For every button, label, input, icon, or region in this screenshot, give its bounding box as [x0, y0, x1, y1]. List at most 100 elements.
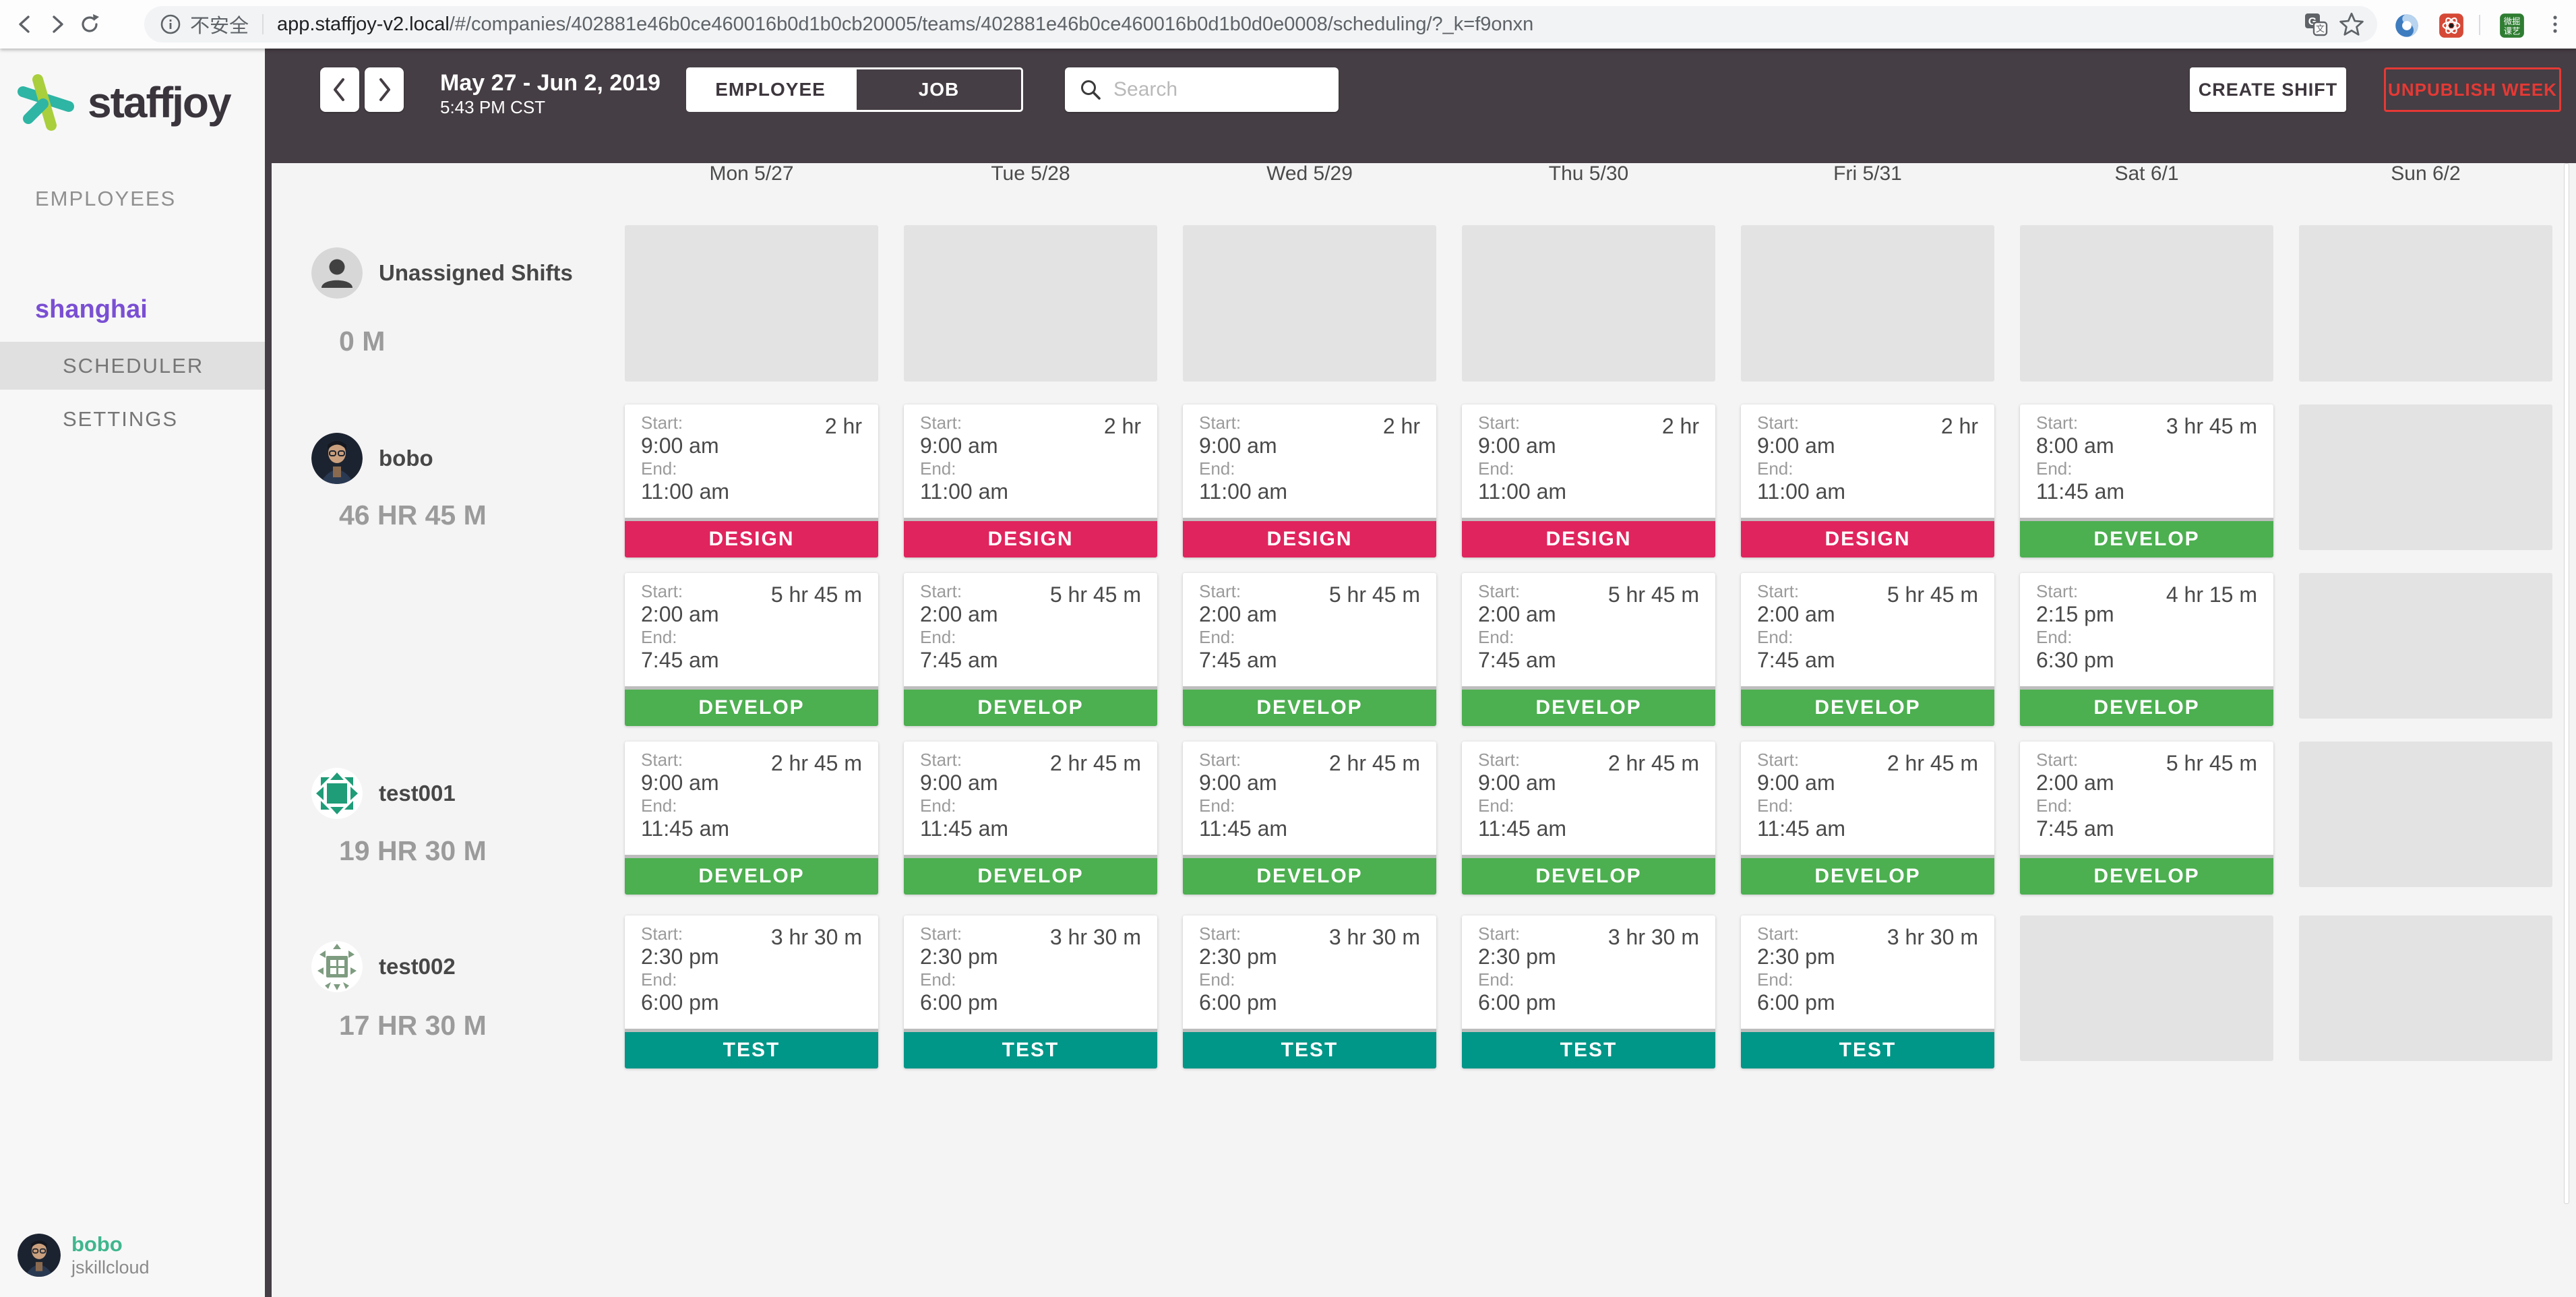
- shift-card[interactable]: 5 hr 45 m Start: 2:00 am End: 7:45 am DEVELOP: [904, 573, 1157, 726]
- shift-end-label: End:: [920, 458, 956, 479]
- url-text: app.staffjoy-v2.local/#/companies/402881…: [277, 13, 1533, 36]
- user-name: bobo: [71, 1232, 123, 1256]
- sidebar-item-scheduler[interactable]: SCHEDULER: [0, 342, 265, 390]
- extension-red-atom-icon[interactable]: [2439, 13, 2464, 38]
- shift-start-time: 9:00 am: [1478, 433, 1556, 458]
- shift-start-time: 2:30 pm: [1757, 944, 1835, 969]
- svg-text:微掘: 微掘: [2504, 16, 2521, 26]
- chevron-right-icon: [379, 78, 390, 101]
- shift-start-label: Start:: [1478, 750, 1521, 770]
- shift-card[interactable]: 2 hr Start: 9:00 am End: 11:00 am DESIGN: [1741, 404, 1994, 557]
- shift-details: 3 hr 45 m Start: 8:00 am End: 11:45 am: [2020, 404, 2273, 518]
- chevron-left-icon: [334, 78, 344, 101]
- shift-card[interactable]: 4 hr 15 m Start: 2:15 pm End: 6:30 pm DEVELOP: [2020, 573, 2273, 726]
- shift-start-label: Start:: [1757, 750, 1800, 770]
- translate-icon[interactable]: G文: [2303, 11, 2329, 37]
- shift-start-time: 2:30 pm: [920, 944, 998, 969]
- member-name: bobo: [379, 446, 433, 471]
- empty-shift-slot: [1741, 225, 1994, 382]
- shift-card[interactable]: 3 hr 30 m Start: 2:30 pm End: 6:00 pm TEST: [1183, 915, 1436, 1068]
- shift-card[interactable]: 2 hr 45 m Start: 9:00 am End: 11:45 am DEVELO…: [1741, 742, 1994, 895]
- search-box[interactable]: [1065, 67, 1339, 112]
- info-icon[interactable]: [159, 13, 182, 36]
- shift-details: 3 hr 30 m Start: 2:30 pm End: 6:00 pm: [625, 915, 878, 1029]
- shift-job-tag: DESIGN: [1183, 518, 1436, 557]
- shift-details: 2 hr 45 m Start: 9:00 am End: 11:45 am: [1183, 742, 1436, 855]
- day-header: Sat 6/1: [2114, 162, 2179, 185]
- browser-toolbar: 不安全 app.staffjoy-v2.local/#/companies/40…: [0, 0, 2576, 49]
- member-hours: 0 M: [339, 326, 386, 357]
- shift-start-label: Start:: [1478, 413, 1521, 433]
- extension-blue-swirl-icon[interactable]: [2394, 13, 2420, 38]
- shift-job-tag: DEVELOP: [1183, 686, 1436, 726]
- shift-duration: 2 hr: [824, 414, 862, 438]
- shift-duration: 5 hr 45 m: [1328, 582, 1420, 607]
- shift-job-tag: DEVELOP: [904, 686, 1157, 726]
- shift-card[interactable]: 3 hr 30 m Start: 2:30 pm End: 6:00 pm TEST: [904, 915, 1157, 1068]
- back-arrow-icon[interactable]: [12, 11, 38, 37]
- member-avatar-photo: [311, 433, 363, 484]
- scrollbar[interactable]: [2564, 163, 2569, 1204]
- tab-job[interactable]: JOB: [855, 67, 1023, 112]
- shift-card[interactable]: 2 hr Start: 9:00 am End: 11:00 am DESIGN: [904, 404, 1157, 557]
- sidebar-item-settings[interactable]: SETTINGS: [63, 407, 179, 431]
- prev-week-button[interactable]: [320, 67, 359, 112]
- url-host: app.staffjoy-v2.local: [277, 13, 450, 35]
- shift-start-time: 9:00 am: [1757, 433, 1835, 458]
- reload-icon[interactable]: [77, 11, 102, 37]
- search-input[interactable]: [1112, 78, 1317, 102]
- bookmark-star-icon[interactable]: [2338, 11, 2365, 38]
- shift-card[interactable]: 2 hr Start: 9:00 am End: 11:00 am DESIGN: [1462, 404, 1715, 557]
- shift-card[interactable]: 5 hr 45 m Start: 2:00 am End: 7:45 am DEVELOP: [2020, 742, 2273, 895]
- shift-duration: 2 hr 45 m: [1607, 751, 1699, 775]
- shift-card[interactable]: 5 hr 45 m Start: 2:00 am End: 7:45 am DEVELOP: [1183, 573, 1436, 726]
- shift-card[interactable]: 3 hr 30 m Start: 2:30 pm End: 6:00 pm TEST: [1741, 915, 1994, 1068]
- shift-card[interactable]: 2 hr Start: 9:00 am End: 11:00 am DESIGN: [625, 404, 878, 557]
- browser-menu-icon[interactable]: [2542, 11, 2568, 37]
- sidebar-team-name[interactable]: shanghai: [35, 295, 148, 324]
- svg-text:文: 文: [2316, 24, 2325, 34]
- shift-card[interactable]: 2 hr 45 m Start: 9:00 am End: 11:45 am DEVELO…: [1462, 742, 1715, 895]
- next-week-button[interactable]: [365, 67, 404, 112]
- forward-arrow-icon[interactable]: [44, 11, 70, 37]
- shift-end-time: 11:00 am: [1478, 479, 1567, 504]
- create-shift-button[interactable]: CREATE SHIFT: [2190, 67, 2346, 112]
- unpublish-week-button[interactable]: UNPUBLISH WEEK: [2384, 67, 2561, 112]
- shift-start-label: Start:: [2036, 750, 2079, 770]
- shift-card[interactable]: 2 hr Start: 9:00 am End: 11:00 am DESIGN: [1183, 404, 1436, 557]
- shift-card[interactable]: 2 hr 45 m Start: 9:00 am End: 11:45 am DEVELO…: [625, 742, 878, 895]
- shift-card[interactable]: 5 hr 45 m Start: 2:00 am End: 7:45 am DEVELOP: [625, 573, 878, 726]
- shift-details: 5 hr 45 m Start: 2:00 am End: 7:45 am: [904, 573, 1157, 686]
- shift-start-label: Start:: [1199, 924, 1241, 944]
- shift-card[interactable]: 3 hr 30 m Start: 2:30 pm End: 6:00 pm TEST: [625, 915, 878, 1068]
- shift-start-label: Start:: [641, 581, 683, 601]
- shift-duration: 2 hr 45 m: [1887, 751, 1978, 775]
- shift-card[interactable]: 2 hr 45 m Start: 9:00 am End: 11:45 am DEVELO…: [1183, 742, 1436, 895]
- tab-employee[interactable]: EMPLOYEE: [686, 67, 855, 112]
- empty-shift-slot: [2020, 915, 2273, 1061]
- shift-job-tag: DEVELOP: [1741, 855, 1994, 895]
- shift-card[interactable]: 5 hr 45 m Start: 2:00 am End: 7:45 am DEVELOP: [1462, 573, 1715, 726]
- shift-card[interactable]: 2 hr 45 m Start: 9:00 am End: 11:45 am DEVELO…: [904, 742, 1157, 895]
- shift-duration: 2 hr: [1661, 414, 1699, 438]
- member-hours: 17 HR 30 M: [339, 1010, 487, 1041]
- shift-start-label: Start:: [1478, 924, 1521, 944]
- shift-job-tag: DEVELOP: [1741, 686, 1994, 726]
- shift-start-time: 2:30 pm: [1199, 944, 1277, 969]
- current-user[interactable]: bobo jskillcloud: [18, 1232, 150, 1278]
- shift-end-label: End:: [1478, 795, 1514, 816]
- sidebar-item-employees[interactable]: EMPLOYEES: [35, 187, 177, 210]
- member-row-header: bobo: [311, 433, 433, 484]
- shift-end-time: 11:00 am: [920, 479, 1009, 504]
- shift-card[interactable]: 5 hr 45 m Start: 2:00 am End: 7:45 am DEVELOP: [1741, 573, 1994, 726]
- shift-start-time: 2:00 am: [1199, 602, 1277, 626]
- address-bar[interactable]: 不安全 app.staffjoy-v2.local/#/companies/40…: [144, 6, 2377, 42]
- shift-details: 3 hr 30 m Start: 2:30 pm End: 6:00 pm: [1183, 915, 1436, 1029]
- staffjoy-logo[interactable]: staffjoy: [16, 73, 232, 132]
- shift-job-tag: DEVELOP: [2020, 686, 2273, 726]
- member-hours: 19 HR 30 M: [339, 835, 487, 866]
- shift-card[interactable]: 3 hr 45 m Start: 8:00 am End: 11:45 am DEVELO…: [2020, 404, 2273, 557]
- shift-card[interactable]: 3 hr 30 m Start: 2:30 pm End: 6:00 pm TEST: [1462, 915, 1715, 1068]
- shift-details: 2 hr 45 m Start: 9:00 am End: 11:45 am: [1462, 742, 1715, 855]
